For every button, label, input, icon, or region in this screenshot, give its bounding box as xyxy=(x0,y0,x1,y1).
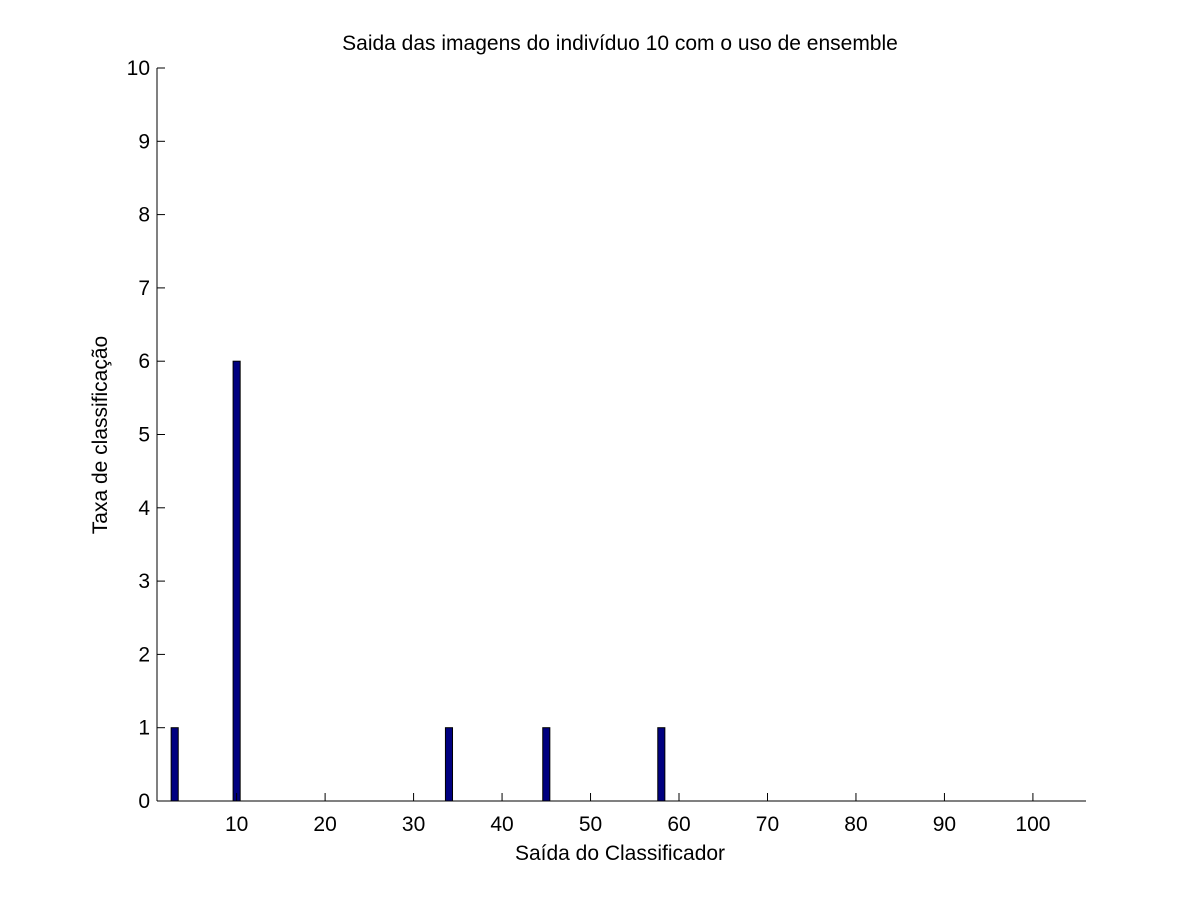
x-axis-label: Saída do Classificador xyxy=(515,842,725,865)
bar xyxy=(444,727,454,802)
y-tick-label: 10 xyxy=(127,57,150,80)
y-tick-label: 0 xyxy=(138,790,150,813)
x-ticks-group: 10 20 30 40 50 60 70 80 90 100 xyxy=(225,793,1050,836)
bar xyxy=(657,727,666,802)
x-tick-label: 100 xyxy=(1015,813,1050,836)
y-tick-label: 7 xyxy=(138,277,150,300)
x-tick-label: 70 xyxy=(756,813,779,836)
y-tick-label: 3 xyxy=(138,570,150,593)
y-tick-label: 6 xyxy=(138,350,150,373)
x-tick-label: 10 xyxy=(225,813,248,836)
bar xyxy=(232,360,241,802)
y-axis-label: Taxa de classificação xyxy=(89,336,112,534)
x-tick-label: 60 xyxy=(667,813,690,836)
x-tick-label: 20 xyxy=(313,813,336,836)
y-tick-label: 8 xyxy=(138,204,150,227)
x-tick-label: 90 xyxy=(933,813,956,836)
y-tick-label: 1 xyxy=(138,717,150,740)
x-tick-label: 80 xyxy=(844,813,867,836)
y-tick-label: 2 xyxy=(138,643,150,666)
chart-title: Saida das imagens do indivíduo 10 com o … xyxy=(342,32,898,55)
x-tick-label: 40 xyxy=(490,813,513,836)
y-ticks-group: 0 1 2 3 4 5 6 7 8 9 10 xyxy=(127,57,165,813)
bar xyxy=(170,727,179,802)
y-tick-label: 9 xyxy=(138,130,150,153)
x-tick-label: 30 xyxy=(402,813,425,836)
y-tick-label: 5 xyxy=(138,424,150,447)
axes-group xyxy=(156,68,1086,802)
x-tick-label: 50 xyxy=(579,813,602,836)
bars-group xyxy=(170,360,666,802)
y-tick-label: 4 xyxy=(138,497,150,520)
bar xyxy=(542,727,551,802)
